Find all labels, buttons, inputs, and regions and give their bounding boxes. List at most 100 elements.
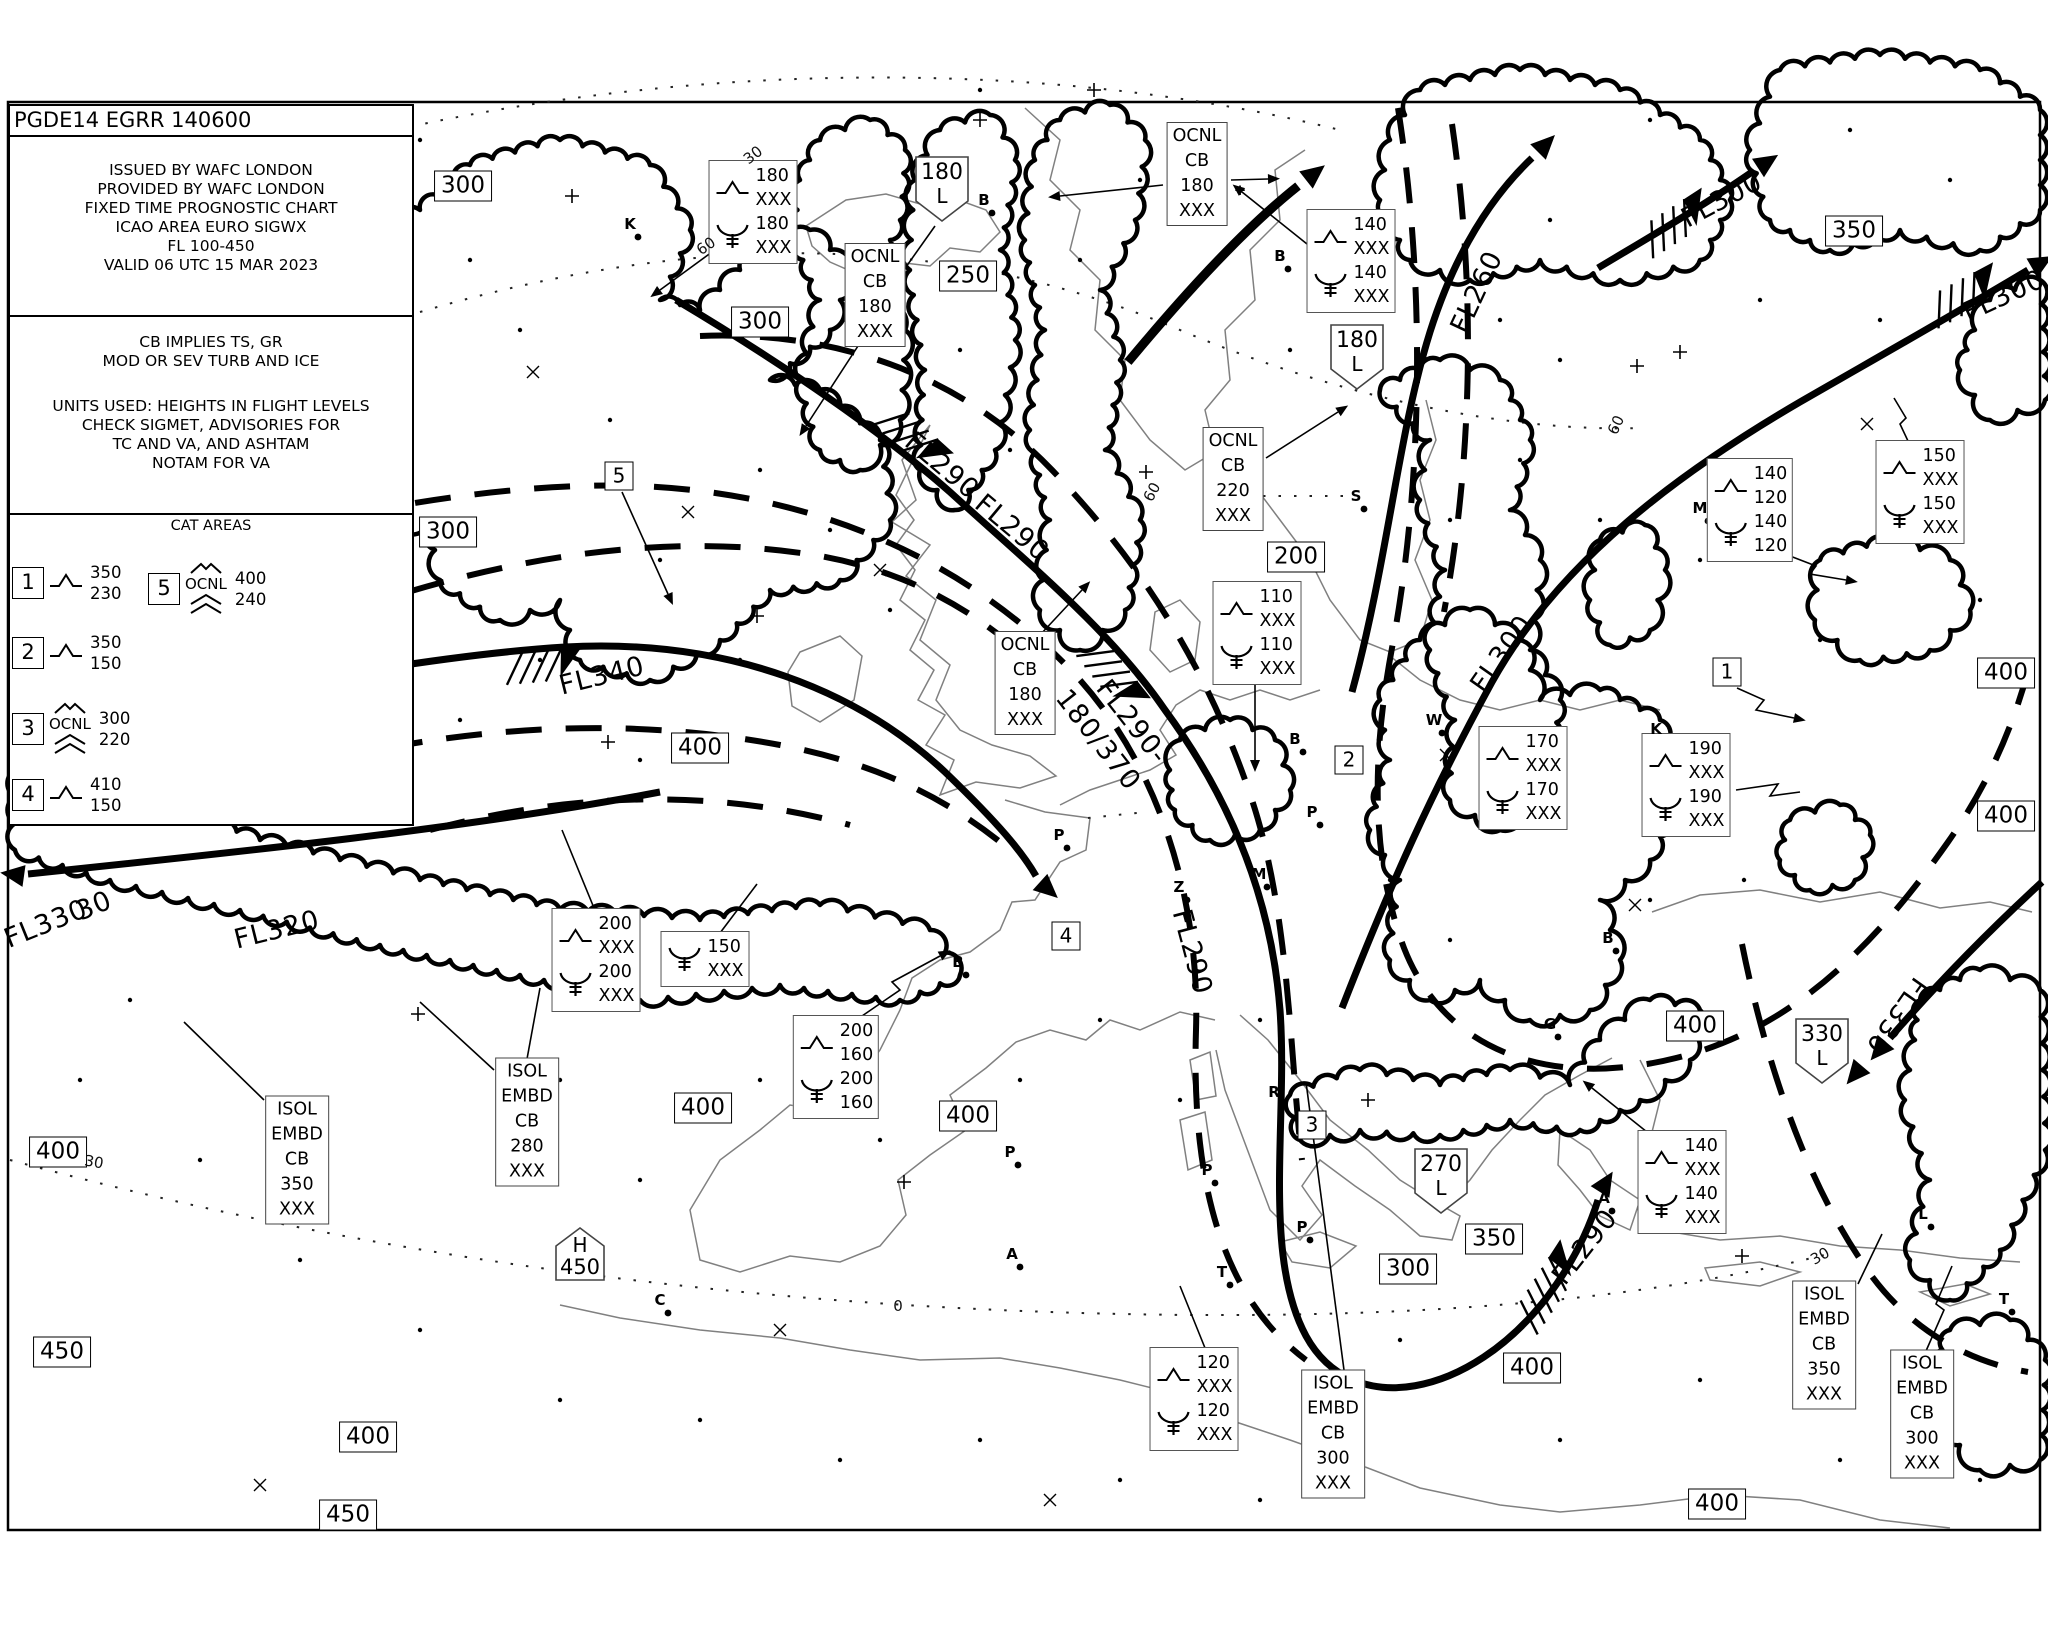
station-dot bbox=[634, 233, 642, 241]
coastline bbox=[1215, 1014, 1461, 1242]
cb-box-line: XXX bbox=[509, 1161, 545, 1182]
issuer-info-line: FL 100-450 bbox=[167, 237, 255, 255]
ti-value: 110 bbox=[1259, 635, 1293, 655]
cat-areas-title: CAT AREAS bbox=[170, 518, 252, 534]
ti-value: 200 bbox=[598, 914, 632, 934]
issuer-info-line: VALID 06 UTC 15 MAR 2023 bbox=[103, 256, 319, 274]
leader-line bbox=[1241, 191, 1313, 249]
station-letter: P bbox=[1053, 826, 1065, 844]
ti-value: 120 bbox=[1196, 1401, 1230, 1421]
cb-box-line: 180 bbox=[1180, 176, 1214, 196]
units-note-line: CHECK SIGMET, ADVISORIES FOR bbox=[81, 416, 341, 434]
stipple-dot bbox=[467, 257, 473, 263]
graticule-dotted-line bbox=[394, 76, 1341, 131]
stipple-dot bbox=[1077, 257, 1083, 263]
graticule-plus-mark bbox=[565, 189, 579, 203]
stipple-dot bbox=[1177, 1097, 1183, 1103]
stipple-dot bbox=[297, 1257, 303, 1263]
graticule-plus-mark bbox=[750, 609, 764, 623]
ti-row: 190 XXX bbox=[1648, 737, 1724, 785]
ti-value: 170 bbox=[1525, 780, 1559, 800]
significant-weather-cloud-outline bbox=[5, 762, 964, 1009]
stipple-dot bbox=[1557, 1437, 1563, 1443]
cat-area-marker: 5 bbox=[604, 461, 634, 491]
station-dot bbox=[1316, 821, 1324, 829]
jet-arrowhead bbox=[1530, 135, 1555, 160]
graticule-cross-mark bbox=[1860, 417, 1874, 431]
graticule-cross-mark bbox=[773, 1323, 787, 1337]
cb-box-line: CB bbox=[862, 272, 888, 292]
leader-arrowhead bbox=[937, 950, 951, 961]
cb-area-box: ISOL EMBD CB 350 XXX bbox=[265, 1095, 329, 1225]
significant-weather-cloud-outline bbox=[1896, 963, 2048, 1303]
station-letter: P bbox=[1306, 803, 1318, 821]
altitude-box: 450 bbox=[33, 1336, 91, 1368]
cb-area-box: OCNL CB 180 XXX bbox=[994, 631, 1056, 735]
cat-area-marker: 4 bbox=[1051, 921, 1081, 951]
graticule-label: 30 bbox=[83, 1151, 105, 1173]
ti-row: 110 XXX bbox=[1219, 585, 1295, 633]
turbulence-icon bbox=[1883, 460, 1916, 474]
high-marker: H 450 bbox=[554, 1226, 606, 1286]
icing-icon bbox=[1220, 645, 1253, 669]
leader-line bbox=[1736, 687, 1795, 719]
graticule-dotted-line bbox=[419, 252, 1641, 430]
coastline bbox=[1444, 1057, 1613, 1206]
altitude-box: 250 bbox=[939, 260, 997, 292]
jet-arrowhead bbox=[1032, 873, 1058, 899]
ti-row: 140 120 bbox=[1713, 510, 1787, 558]
ti-value: 190 bbox=[1688, 739, 1722, 759]
leader-arrowhead bbox=[1232, 184, 1246, 196]
wind-barb bbox=[1937, 290, 1942, 329]
wind-barb bbox=[1671, 206, 1677, 245]
cb-box-line: XXX bbox=[1806, 1384, 1842, 1405]
low-pennant-marker: 330 L bbox=[1794, 1017, 1850, 1091]
station-dot bbox=[1554, 1033, 1562, 1041]
station-dot bbox=[1211, 1179, 1219, 1187]
ti-row: 140 120 bbox=[1713, 462, 1787, 510]
icing-icon bbox=[668, 947, 701, 971]
units-note-line: UNITS USED: HEIGHTS IN FLIGHT LEVELS bbox=[52, 397, 370, 415]
wind-barb bbox=[882, 420, 920, 435]
cb-box-line: CB bbox=[1012, 660, 1038, 680]
graticule-plus-mark bbox=[897, 1175, 911, 1189]
cb-box-line: 280 bbox=[510, 1136, 544, 1157]
ti-value: 200 bbox=[839, 1021, 874, 1041]
turbulence-icing-box: 200 XXX 200 XXX bbox=[551, 908, 641, 1012]
altitude-box: 400 bbox=[1688, 1488, 1746, 1520]
cat-legend-top-level: 300 bbox=[98, 708, 131, 728]
station-letter: K bbox=[624, 215, 636, 233]
wind-barb bbox=[1533, 1278, 1553, 1314]
cb-box-line: EMBD bbox=[1896, 1378, 1948, 1399]
stipple-dot bbox=[887, 607, 893, 613]
ti-value: 170 bbox=[1525, 732, 1559, 752]
wind-barb bbox=[1519, 1299, 1539, 1336]
cb-box-line: 180 bbox=[858, 297, 892, 317]
cb-area-box: OCNL CB 180 XXX bbox=[844, 243, 906, 347]
stipple-dot bbox=[1757, 297, 1763, 303]
cb-box-line: XXX bbox=[1179, 201, 1215, 221]
stipple-dot bbox=[1117, 1477, 1123, 1483]
cb-box-line: ISOL bbox=[1804, 1284, 1844, 1305]
stipple-dot bbox=[1697, 557, 1703, 563]
turbulence-icon bbox=[1486, 746, 1519, 760]
leader-line bbox=[719, 883, 758, 934]
altitude-box: 300 bbox=[434, 170, 492, 202]
stipple-dot bbox=[757, 1077, 763, 1083]
stipple-dot bbox=[1947, 177, 1953, 183]
wind-barb bbox=[544, 646, 564, 682]
jet-stream-line bbox=[1887, 879, 2045, 1041]
cb-box-line: CB bbox=[514, 1111, 540, 1132]
turbulence-icon bbox=[1157, 1367, 1190, 1381]
jet-arrowhead bbox=[0, 865, 26, 887]
station-letter: W bbox=[1425, 711, 1443, 729]
stipple-dot bbox=[657, 557, 663, 563]
ti-row: 120 XXX bbox=[1156, 1351, 1232, 1399]
station-letter: K bbox=[1650, 720, 1662, 738]
ti-value: XXX bbox=[1353, 239, 1390, 259]
significant-weather-cloud-outline bbox=[785, 114, 916, 475]
cat-legend-item-1: 1 350 230 bbox=[12, 562, 122, 604]
